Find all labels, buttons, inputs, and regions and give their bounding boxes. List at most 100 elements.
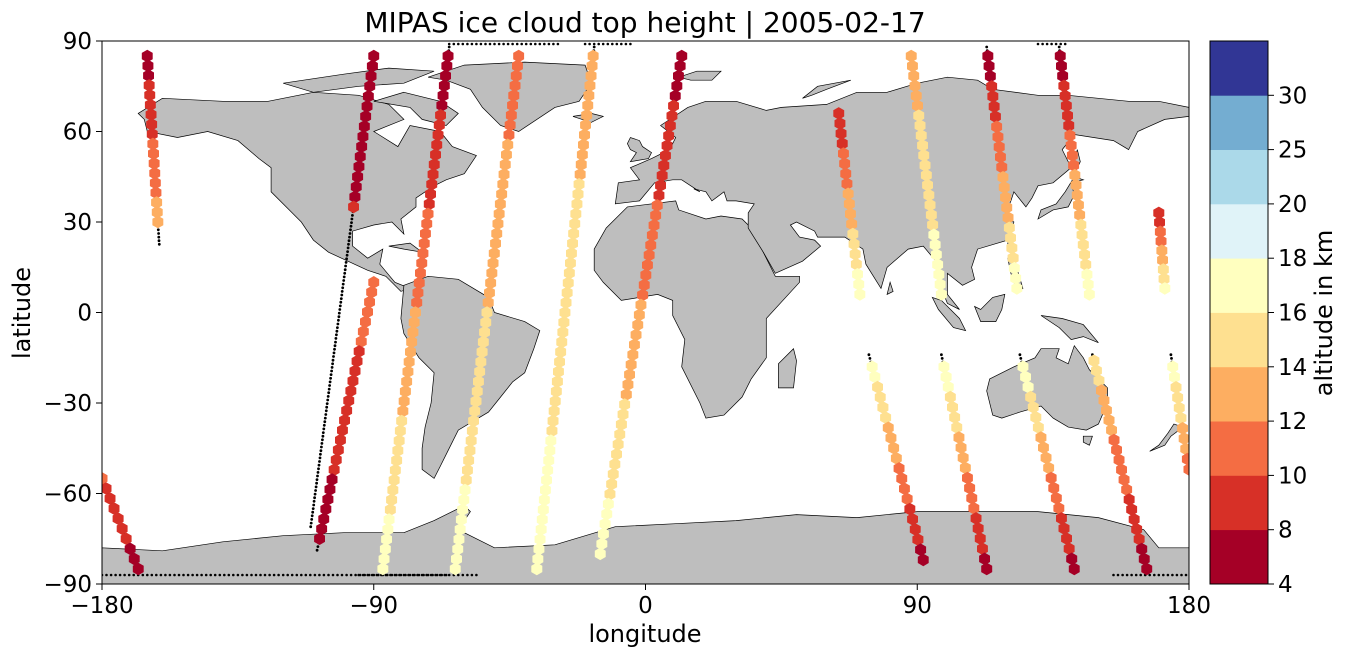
- cloud-marker: [408, 316, 420, 329]
- cloud-marker: [1157, 253, 1168, 267]
- track-point: [309, 521, 313, 525]
- cloud-marker: [459, 483, 471, 497]
- cloud-marker: [1022, 380, 1034, 394]
- track-point: [268, 573, 271, 577]
- cloud-marker: [614, 428, 626, 441]
- y-tick-label: −30: [43, 391, 92, 417]
- track-point: [290, 573, 294, 577]
- track-point: [370, 573, 374, 577]
- cloud-marker: [143, 79, 155, 92]
- cloud-marker: [885, 431, 897, 445]
- colorbar-tick-label: 8: [1278, 518, 1293, 544]
- cloud-marker: [366, 59, 378, 73]
- track-point: [340, 290, 344, 293]
- x-tick-label: −90: [349, 593, 398, 619]
- track-point: [515, 42, 519, 46]
- cloud-marker: [541, 473, 552, 487]
- cloud-marker: [464, 444, 476, 457]
- cloud-marker: [417, 247, 429, 260]
- cloud-marker: [354, 150, 366, 163]
- cloud-marker: [964, 481, 976, 495]
- track-point: [349, 228, 352, 232]
- track-point: [263, 573, 267, 577]
- track-point: [511, 42, 514, 46]
- track-point: [447, 42, 451, 46]
- cloud-marker: [422, 207, 434, 221]
- track-point: [300, 573, 303, 577]
- cloud-marker: [890, 452, 902, 465]
- cloud-marker: [534, 533, 546, 546]
- cloud-marker: [893, 462, 905, 475]
- track-point: [407, 573, 410, 577]
- cloud-marker: [553, 365, 564, 378]
- cloud-marker: [509, 79, 521, 92]
- track-point: [868, 357, 872, 360]
- track-point: [277, 573, 280, 577]
- colorbar-segment: [1210, 529, 1268, 585]
- track-point: [232, 573, 235, 577]
- cloud-marker: [579, 128, 590, 142]
- cloud-marker: [345, 384, 357, 398]
- cloud-marker: [1020, 370, 1031, 384]
- cloud-marker: [671, 79, 683, 93]
- cloud-marker: [930, 248, 942, 261]
- cloud-marker: [1172, 391, 1184, 404]
- cloud-marker: [1101, 404, 1112, 417]
- x-axis-label: longitude: [588, 620, 701, 648]
- cloud-marker: [909, 523, 921, 536]
- track-point: [1063, 42, 1067, 46]
- track-point: [1166, 573, 1170, 577]
- cloud-marker: [451, 552, 462, 566]
- track-point: [1125, 573, 1129, 577]
- track-point: [457, 573, 460, 577]
- colorbar-segment: [1210, 41, 1268, 96]
- cloud-marker: [638, 278, 650, 292]
- track-point: [349, 224, 353, 228]
- track-point: [157, 235, 161, 239]
- cloud-marker: [411, 296, 423, 309]
- cloud-marker: [877, 401, 889, 414]
- cloud-marker: [1058, 79, 1070, 93]
- cloud-marker: [913, 109, 925, 122]
- cloud-marker: [1056, 512, 1067, 525]
- cloud-marker: [365, 69, 377, 83]
- cloud-marker: [661, 139, 673, 152]
- track-point: [313, 492, 317, 496]
- track-point: [321, 438, 324, 442]
- cloud-marker: [962, 471, 973, 485]
- cloud-marker: [538, 493, 550, 507]
- colorbar-segment: [1210, 312, 1268, 368]
- cloud-marker: [642, 258, 653, 272]
- cloud-marker: [388, 473, 400, 487]
- cloud-marker: [609, 457, 621, 471]
- cloud-marker: [332, 443, 344, 457]
- cloud-marker: [397, 404, 409, 418]
- track-point: [304, 573, 308, 577]
- track-point: [316, 471, 320, 474]
- track-point: [1112, 573, 1115, 577]
- track-point: [375, 573, 379, 577]
- track-point: [529, 42, 533, 46]
- track-point: [337, 318, 340, 322]
- cloud-marker: [1010, 272, 1022, 285]
- cloud-marker: [151, 205, 163, 219]
- cloud-marker: [645, 238, 657, 252]
- track-point: [339, 297, 343, 300]
- cloud-marker: [355, 335, 367, 348]
- cloud-marker: [905, 49, 917, 63]
- track-point: [157, 232, 161, 235]
- cloud-marker: [617, 408, 629, 421]
- cloud-marker: [1170, 381, 1182, 394]
- track-point: [457, 42, 460, 46]
- cloud-marker: [574, 168, 586, 181]
- track-point: [200, 573, 203, 577]
- track-point: [534, 42, 537, 46]
- track-point: [159, 573, 163, 577]
- cloud-marker: [993, 140, 1005, 154]
- track-point: [1054, 42, 1058, 46]
- track-point: [336, 573, 339, 577]
- track-point: [315, 548, 319, 552]
- cloud-marker: [1063, 542, 1075, 555]
- cloud-marker: [1133, 532, 1145, 546]
- track-point: [318, 460, 321, 463]
